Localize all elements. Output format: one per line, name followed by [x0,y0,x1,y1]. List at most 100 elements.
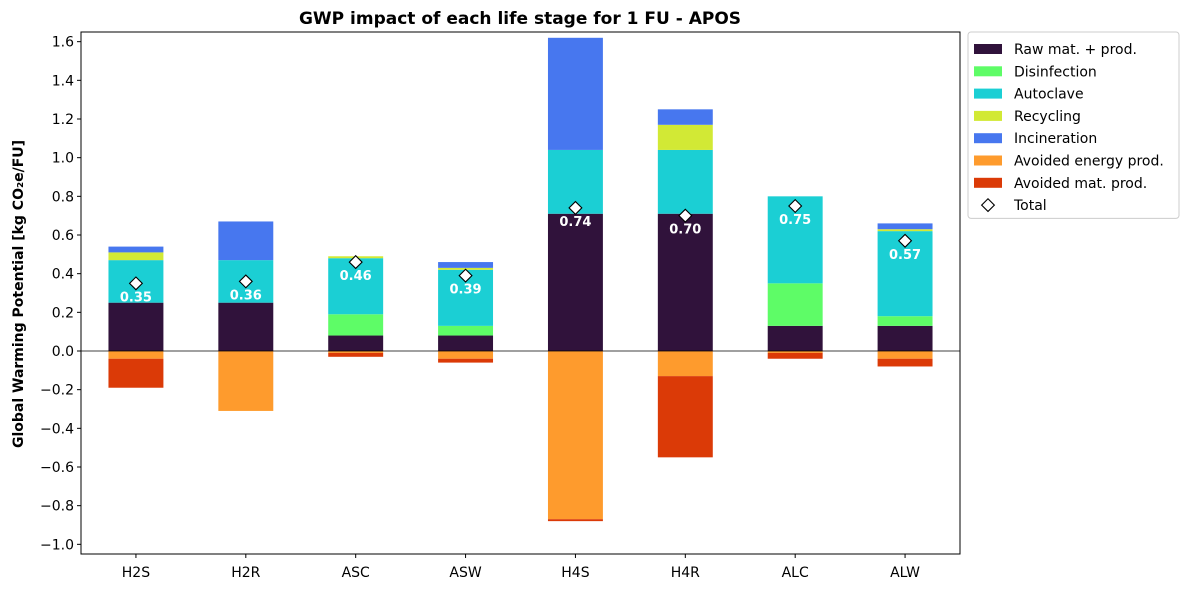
y-tick-label: −1.0 [40,537,74,553]
bar-ALC-avoided-energy-prod- [767,351,823,353]
legend-box [967,31,1180,219]
x-tick-label: H2S [122,565,150,581]
total-marker-H2R [238,274,253,289]
bar-ASC-avoided-mat-prod- [328,352,384,357]
bar-ASW-avoided-mat-prod- [438,358,494,363]
y-axis: −1.0 −0.8 −0.6 −0.4 −0.2 0.0 0.2 0.4 0.6 0.8 1.0 1.… [40,35,81,553]
bar-H4R-avoided-energy-prod- [657,351,713,377]
bar-H2S-recycling [108,252,164,261]
bar-H4R-avoided-mat-prod- [657,376,713,458]
bar-H2S-raw-mat-prod- [108,302,164,351]
y-tick-label: −0.6 [40,460,74,476]
total-label-ALC: 0.75 [779,213,811,228]
total-label-H2S: 0.35 [120,290,152,305]
legend-label: Recycling [1014,109,1081,125]
x-tick-label: H4S [561,565,589,581]
bar-H4R-incineration [657,109,713,125]
bar-ALW-raw-mat-prod- [877,325,933,351]
bar-H4S-raw-mat-prod- [547,213,603,351]
bar-ASW-disinfection [438,325,494,336]
bar-ASC-disinfection [328,314,384,336]
y-tick-label: 0.4 [52,267,74,283]
bar-ALW-incineration [877,223,933,230]
total-marker-ASC [348,254,363,270]
x-tick-label: ALW [890,565,920,581]
total-label-H4S: 0.74 [559,215,591,230]
legend-marker-total [980,197,996,213]
bar-ALW-disinfection [877,316,933,326]
total-label-ASC: 0.46 [340,269,372,284]
x-tick-label: ASC [342,565,370,581]
legend-label: Autoclave [1014,87,1084,103]
bar-H2S-avoided-energy-prod- [108,351,164,359]
bar-ALC-disinfection [767,283,823,326]
legend: Raw mat. + prod. Disinfection Autoclave Rec… [967,31,1180,219]
bar-ASW-raw-mat-prod- [438,335,494,351]
bar-ASW-incineration [438,262,494,268]
total-marker-H2S [128,276,144,291]
bar-H2R-incineration [218,221,274,261]
y-tick-label: 0.2 [52,305,74,321]
legend-label: Total [1013,198,1047,214]
y-tick-label: 1.0 [52,151,74,167]
y-tick-label: 0.6 [52,228,74,244]
total-marker-ALW [897,233,913,248]
y-tick-label: 1.2 [52,112,74,128]
total-label-H4R: 0.70 [669,223,701,238]
total-marker-H4R [678,208,693,223]
bar-ASW-avoided-energy-prod- [438,351,494,359]
legend-label: Avoided mat. prod. [1014,176,1147,192]
bar-H4R-recycling [657,124,713,150]
chart-title: GWP impact of each life stage for 1 FU -… [299,9,741,29]
bar-H2S-avoided-mat-prod- [108,358,164,388]
x-tick-label: ASW [449,565,481,581]
total-markers-layer: 0.35 0.36 0.46 0.39 0.74 0.70 0.75 0.57 [120,198,921,305]
legend-swatch [974,110,1002,121]
legend-swatch [974,155,1002,166]
legend-label: Incineration [1014,131,1097,147]
legend-swatch [974,88,1002,99]
y-tick-label: 0.0 [52,344,74,360]
bar-ASC-avoided-energy-prod- [328,351,384,353]
y-tick-label: 0.8 [52,189,74,205]
total-marker-H4S [568,200,583,216]
bar-H2R-avoided-energy-prod- [218,351,274,411]
bar-ASC-raw-mat-prod- [328,335,384,351]
y-axis-label: Global Warming Potential [kg CO₂e/FU] [11,140,27,448]
bar-H4S-avoided-mat-prod- [547,519,603,522]
y-tick-label: 1.4 [52,73,74,89]
y-tick-label: −0.4 [40,421,74,437]
x-tick-label: H2R [231,565,260,581]
total-marker-ALC [788,198,803,214]
x-axis: H2S H2R ASC ASW H4S H4R ALC ALW [122,554,920,581]
bar-H4R-raw-mat-prod- [657,213,713,351]
total-marker-ASW [458,268,473,283]
total-label-H2R: 0.36 [230,288,262,303]
bar-ALW-avoided-energy-prod- [877,351,933,359]
total-label-ASW: 0.39 [450,283,482,298]
bar-ALW-recycling [877,229,933,232]
legend-swatch [974,44,1002,54]
y-tick-label: −0.8 [40,499,74,515]
legend-swatch [974,177,1002,188]
y-tick-label: 1.6 [52,35,74,51]
bar-ALC-avoided-mat-prod- [767,352,823,359]
bar-layer [108,37,933,522]
x-tick-label: H4R [671,565,700,581]
total-label-ALW: 0.57 [889,248,921,263]
legend-label: Disinfection [1014,64,1097,80]
legend-swatch [974,133,1002,144]
legend-swatch [974,66,1002,77]
bar-H4S-avoided-energy-prod- [547,351,603,520]
bar-H4R-autoclave [657,149,713,214]
legend-label: Avoided energy prod. [1014,154,1164,170]
bar-ALC-raw-mat-prod- [767,325,823,351]
bar-H2S-incineration [108,246,164,253]
plot-frame [80,31,961,555]
x-tick-label: ALC [782,565,809,581]
legend-label: Raw mat. + prod. [1014,42,1137,58]
bar-H4S-incineration [547,37,603,150]
bar-H2R-raw-mat-prod- [218,302,274,351]
y-tick-label: −0.2 [40,383,74,399]
